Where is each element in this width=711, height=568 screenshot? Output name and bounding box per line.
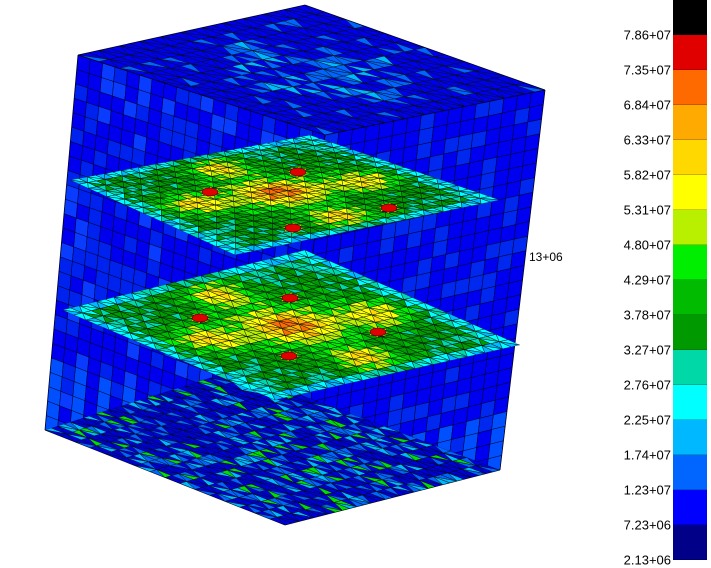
legend-label: 6.33+07 [623, 132, 671, 148]
legend-swatch [673, 525, 707, 560]
legend-label: 1.23+07 [623, 482, 671, 498]
probe-value-label: 13+06 [529, 250, 563, 264]
legend-swatch [673, 210, 707, 245]
legend-swatch [673, 420, 707, 455]
legend-label: 7.35+07 [623, 62, 671, 78]
legend-label: 5.82+07 [623, 167, 671, 183]
legend-swatch [673, 350, 707, 385]
upper-slice [70, 135, 500, 255]
legend-label: 3.78+07 [623, 307, 671, 323]
legend-swatch [673, 455, 707, 490]
legend-label: 3.27+07 [623, 342, 671, 358]
fem-model-render[interactable] [0, 0, 600, 560]
legend-label: 7.23+06 [623, 517, 671, 533]
legend-swatch [673, 35, 707, 70]
legend-swatch [673, 0, 707, 35]
bottom-slice [45, 370, 500, 525]
legend-label: 2.13+06 [623, 552, 671, 568]
legend-label: 7.86+07 [623, 27, 671, 43]
legend-swatch [673, 315, 707, 350]
legend-swatch [673, 175, 707, 210]
legend-label: 1.74+07 [623, 447, 671, 463]
legend-label: 4.29+07 [623, 272, 671, 288]
legend-label: 4.80+07 [623, 237, 671, 253]
legend-label: 2.76+07 [623, 377, 671, 393]
middle-slice [62, 250, 520, 400]
color-legend: 7.86+07 7.35+07 6.84+07 6.33+07 5.82+07 5.31+… [600, 0, 711, 567]
legend-swatch [673, 385, 707, 420]
legend-label: 5.31+07 [623, 202, 671, 218]
legend-swatch [673, 490, 707, 525]
legend-swatch [673, 105, 707, 140]
legend-swatch [673, 140, 707, 175]
legend-swatch [673, 280, 707, 315]
legend-label: 6.84+07 [623, 97, 671, 113]
stress-hotspots [186, 165, 403, 363]
legend-label: 2.25+07 [623, 412, 671, 428]
legend-swatch [673, 70, 707, 105]
legend-swatch [673, 245, 707, 280]
